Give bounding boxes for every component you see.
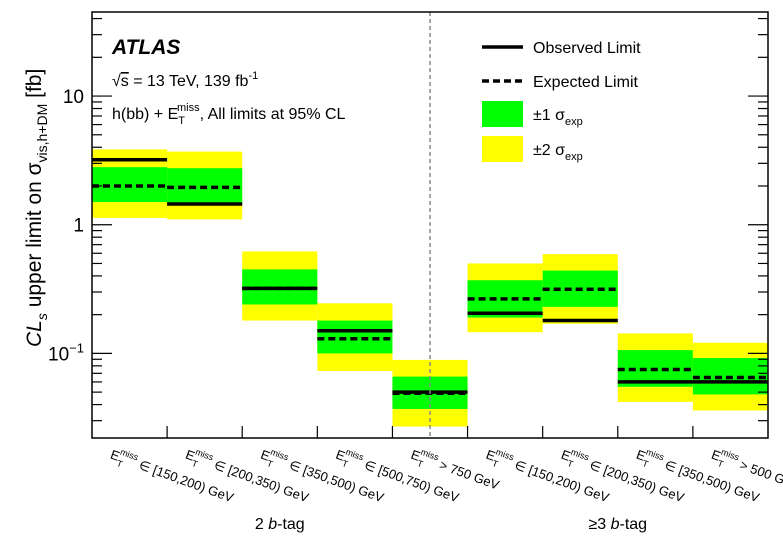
x-category-part-4-1: T	[416, 458, 425, 469]
y-axis-title: CLs upper limit on σvis,h+DM [fb]	[23, 69, 50, 347]
x-category-text-5: ETmiss ∈ [150,200) GeV	[483, 444, 613, 509]
legend-expected-label: Expected Limit	[533, 74, 638, 91]
ylabel-cl: CL	[23, 320, 46, 347]
channel-annotation: h(bb) + ETmiss, All limits at 95% CL	[112, 102, 346, 127]
sqrt-symbol: √	[112, 73, 121, 90]
y-tick-label-1: 1	[73, 216, 84, 237]
group-label-b-1: b	[611, 516, 620, 533]
ylabel-sub: vis,h+DM	[34, 104, 50, 163]
energy-lumi-annotation: √s = 13 TeV, 139 fb-1	[112, 70, 258, 90]
y-tick-label-2: 10	[63, 87, 84, 108]
energy-lumi-text: = 13 TeV, 139 fb	[129, 73, 249, 90]
x-category-label-3: ETmiss ∈ [500,750) GeV	[332, 444, 462, 509]
x-category-label-2: ETmiss ∈ [350,500) GeV	[257, 444, 387, 509]
channel-cl-text: , All limits at 95% CL	[200, 106, 346, 123]
y-tick-base: 10	[48, 344, 69, 365]
x-category-label-5: ETmiss ∈ [150,200) GeV	[483, 444, 613, 509]
group-label-1: ≥3 b-tag	[588, 516, 647, 533]
group-label-b-0: b	[268, 516, 277, 533]
x-category-part-1-1: T	[190, 458, 199, 469]
legend-band2-swatch	[482, 136, 523, 162]
legend-band2-sub: exp	[565, 151, 583, 163]
group-label-prefix-0: 2	[255, 516, 268, 533]
x-category-label-6: ETmiss ∈ [200,350) GeV	[558, 444, 688, 509]
legend-band1-swatch	[482, 101, 523, 127]
group-label-prefix-1: ≥3	[588, 516, 610, 533]
legend-band1-pm: ±1 σ	[533, 107, 565, 124]
band1-bin-3	[317, 320, 393, 354]
x-category-part-3-1: T	[341, 458, 350, 469]
y-tick-exp: −1	[69, 340, 84, 355]
sqrt-bar: s	[121, 73, 129, 90]
x-category-label-1: ETmiss ∈ [200,350) GeV	[182, 444, 312, 509]
legend-band2-label: ±2 σexp	[533, 142, 583, 163]
ylabel-text: upper limit on σ	[23, 162, 46, 313]
experiment-label: ATLAS	[111, 36, 180, 59]
group-label-suffix-1: -tag	[620, 516, 648, 533]
channel-sub-t: T	[178, 115, 185, 127]
x-category-text-3: ETmiss ∈ [500,750) GeV	[332, 444, 462, 509]
legend-band2-pm: ±2 σ	[533, 142, 565, 159]
x-category-label-0: ETmiss ∈ [150,200) GeV	[107, 444, 237, 509]
legend: Observed Limit Expected Limit ±1 σexp ±2…	[482, 40, 641, 163]
x-category-part-8-1: T	[716, 458, 725, 469]
x-category-part-2-1: T	[266, 458, 275, 469]
channel-sup-miss: miss	[177, 102, 200, 114]
x-category-text-2: ETmiss ∈ [350,500) GeV	[257, 444, 387, 509]
legend-band1-label: ±1 σexp	[533, 107, 583, 128]
x-category-part-5-1: T	[491, 458, 500, 469]
x-category-text-7: ETmiss ∈ [350,500) GeV	[633, 444, 763, 509]
channel-text: h(bb) + E	[112, 106, 178, 123]
group-label-0: 2 b-tag	[255, 516, 305, 533]
ylabel-cl-sub: s	[34, 313, 50, 320]
y-tick-label-0: 10−1	[48, 340, 84, 365]
x-category-text-1: ETmiss ∈ [200,350) GeV	[182, 444, 312, 509]
x-category-label-7: ETmiss ∈ [350,500) GeV	[633, 444, 763, 509]
ylabel-unit: [fb]	[23, 69, 46, 104]
x-category-part-0-1: T	[115, 458, 124, 469]
legend-band1-sub: exp	[565, 116, 583, 128]
inverse-superscript: -1	[248, 70, 258, 82]
legend-observed-label: Observed Limit	[533, 40, 641, 57]
x-category-text-6: ETmiss ∈ [200,350) GeV	[558, 444, 688, 509]
group-label-suffix-0: -tag	[277, 516, 305, 533]
x-category-text-0: ETmiss ∈ [150,200) GeV	[107, 444, 237, 509]
x-category-part-7-1: T	[641, 458, 650, 469]
x-category-part-6-1: T	[566, 458, 575, 469]
